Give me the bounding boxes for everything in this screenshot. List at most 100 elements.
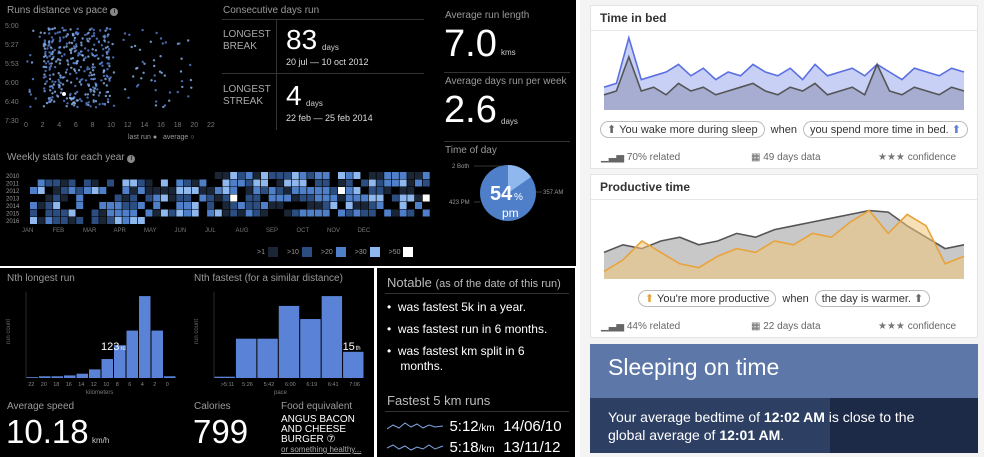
data-point bbox=[75, 43, 78, 46]
heat-cell bbox=[153, 209, 161, 217]
heat-cell bbox=[276, 179, 284, 187]
data-point bbox=[59, 76, 62, 79]
heat-cell bbox=[176, 209, 184, 217]
heat-cell bbox=[376, 179, 384, 187]
insight-pill[interactable]: ⬆ You wake more during sleep bbox=[600, 121, 765, 138]
data-point bbox=[38, 35, 41, 38]
heat-cell bbox=[345, 194, 353, 202]
heat-cell bbox=[45, 194, 53, 202]
info-icon[interactable]: i bbox=[127, 155, 136, 163]
data-point bbox=[74, 32, 78, 35]
heat-cell bbox=[68, 179, 76, 187]
x-tick-label: 6:00 bbox=[285, 382, 296, 388]
heat-cell bbox=[291, 194, 299, 202]
data-point bbox=[168, 99, 171, 102]
heat-cell bbox=[307, 209, 315, 217]
insight-pill[interactable]: the day is warmer. ⬆ bbox=[814, 290, 931, 307]
fastest5-row[interactable]: 5:12/km 14/06/10 bbox=[386, 418, 573, 436]
data-point bbox=[45, 66, 48, 69]
heat-cell bbox=[76, 187, 84, 194]
heat-cell bbox=[60, 217, 68, 224]
heat-cell bbox=[322, 209, 330, 217]
heat-cell bbox=[45, 209, 53, 217]
heat-cell bbox=[391, 179, 399, 187]
heat-cell bbox=[245, 187, 253, 194]
data-point bbox=[87, 49, 90, 52]
data-point bbox=[93, 66, 96, 69]
data-point bbox=[89, 88, 93, 92]
heat-cell bbox=[114, 209, 122, 217]
data-point bbox=[87, 101, 90, 104]
info-icon[interactable]: i bbox=[110, 8, 119, 16]
data-point bbox=[161, 42, 164, 45]
data-point bbox=[168, 91, 172, 94]
insight-pill[interactable]: you spend more time in bed. ⬆ bbox=[802, 121, 968, 138]
data-point bbox=[102, 69, 106, 73]
bar bbox=[343, 351, 364, 378]
x-tick-label: 7:06 bbox=[349, 382, 360, 388]
heat-cell bbox=[253, 187, 261, 194]
data-point bbox=[69, 72, 72, 76]
arrow-up-icon: ⬆ bbox=[951, 124, 961, 136]
data-point bbox=[84, 93, 87, 96]
data-point bbox=[43, 60, 46, 63]
data-point bbox=[97, 41, 101, 44]
y-tick-label: 5:53 bbox=[5, 61, 19, 68]
month-label: JUL bbox=[205, 228, 216, 234]
heat-cell bbox=[276, 202, 284, 209]
data-point bbox=[48, 66, 51, 69]
insight-pill[interactable]: ⬆ You're more productive bbox=[637, 290, 777, 307]
data-point bbox=[39, 31, 42, 34]
data-point bbox=[159, 37, 163, 40]
food-alt-link[interactable]: or something healthy... bbox=[281, 445, 362, 454]
data-point bbox=[91, 63, 95, 66]
heat-cell bbox=[391, 209, 399, 217]
heat-cell bbox=[91, 209, 99, 217]
heat-cell bbox=[391, 194, 399, 202]
fastest5-row[interactable]: 5:18/km 13/11/12 bbox=[386, 439, 573, 457]
heat-cell bbox=[368, 209, 376, 217]
data-point bbox=[79, 65, 83, 69]
data-point bbox=[76, 27, 79, 31]
month-label: JUN bbox=[175, 228, 187, 234]
data-point bbox=[58, 80, 61, 84]
data-point bbox=[85, 103, 89, 106]
heat-cell bbox=[338, 179, 345, 187]
heat-cell bbox=[76, 217, 84, 224]
heat-cell bbox=[160, 187, 168, 194]
heat-cell bbox=[199, 179, 207, 187]
weekly-title: Weekly stats for each year i bbox=[7, 152, 136, 163]
tod-am-slice bbox=[508, 164, 531, 193]
heat-cell bbox=[137, 217, 145, 224]
heat-cell bbox=[207, 209, 215, 217]
star-icon: ★★★ bbox=[878, 152, 905, 163]
series-line bbox=[603, 54, 965, 96]
data-point bbox=[65, 45, 68, 48]
heat-cell bbox=[415, 194, 422, 202]
data-point bbox=[162, 105, 165, 109]
legend-item: >50 bbox=[389, 247, 414, 257]
heat-cell bbox=[30, 209, 37, 217]
data-point bbox=[152, 59, 156, 62]
heat-cell bbox=[330, 202, 338, 209]
data-point bbox=[67, 63, 70, 66]
data-point bbox=[68, 41, 71, 44]
heat-cell bbox=[191, 209, 199, 217]
heat-cell bbox=[361, 202, 369, 209]
heat-cell bbox=[422, 179, 430, 187]
heat-cell bbox=[168, 209, 176, 217]
heat-cell bbox=[160, 209, 168, 217]
data-point bbox=[187, 95, 190, 98]
data-point bbox=[85, 37, 89, 41]
heat-cell bbox=[145, 194, 153, 202]
heat-cell bbox=[307, 202, 315, 209]
x-tick-label: 12 bbox=[91, 382, 97, 388]
data-point bbox=[94, 100, 98, 103]
data-point bbox=[44, 52, 47, 56]
data-point bbox=[84, 33, 87, 37]
heat-cell bbox=[261, 172, 268, 179]
data-point bbox=[48, 51, 51, 54]
data-point bbox=[92, 99, 95, 102]
data-point bbox=[178, 42, 181, 45]
heat-cell bbox=[114, 194, 122, 202]
